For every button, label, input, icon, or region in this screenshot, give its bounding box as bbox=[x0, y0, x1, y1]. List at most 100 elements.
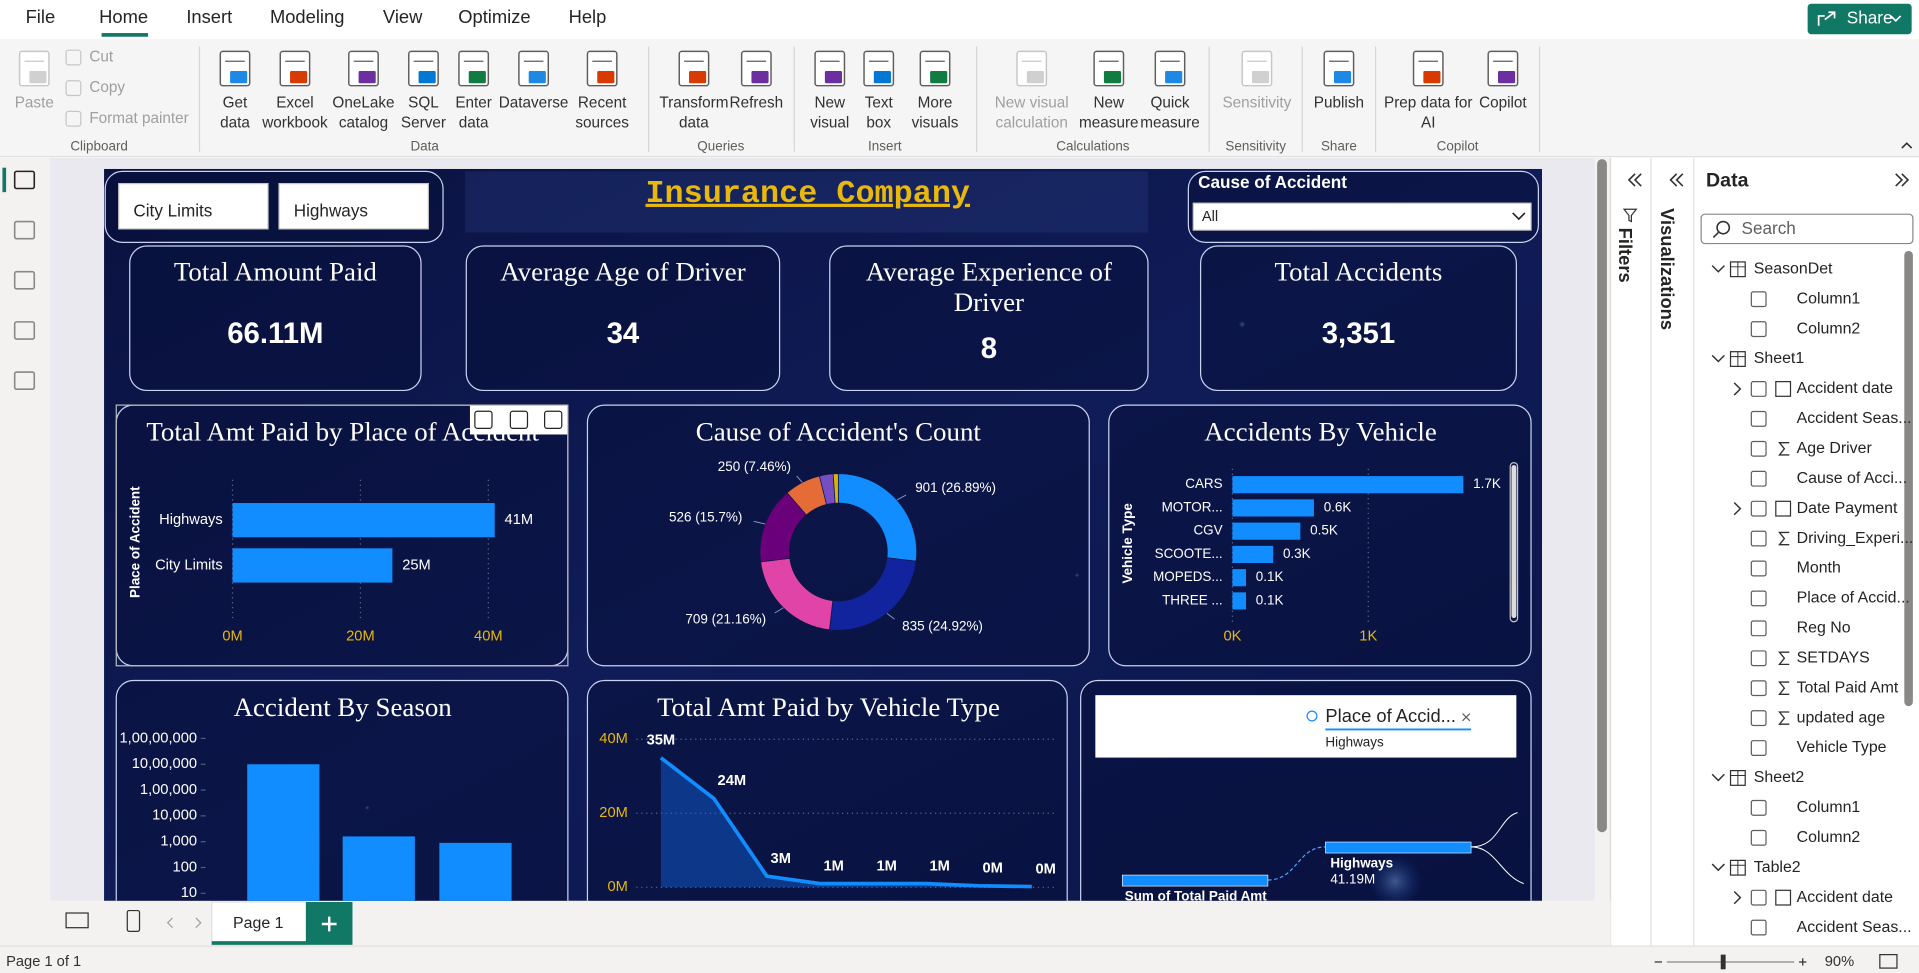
ribbon-button[interactable]: Prep data for AI bbox=[1384, 94, 1473, 131]
search-box[interactable] bbox=[1700, 213, 1914, 245]
field-checkbox[interactable] bbox=[1750, 590, 1767, 607]
field-checkbox[interactable] bbox=[1750, 410, 1767, 427]
field-checkbox[interactable] bbox=[1750, 740, 1767, 756]
zoom-thumb[interactable] bbox=[1720, 954, 1726, 970]
menu-tab[interactable]: Help bbox=[569, 6, 607, 27]
field-name[interactable]: Column2 bbox=[1797, 320, 1861, 337]
table-name[interactable]: Table2 bbox=[1754, 859, 1801, 876]
field-name[interactable]: Driving_Experi... bbox=[1797, 530, 1914, 547]
view-icon[interactable] bbox=[13, 321, 36, 340]
visualizations-pane-title[interactable]: Visualizations bbox=[1657, 208, 1678, 330]
field-checkbox[interactable] bbox=[1750, 620, 1767, 637]
ribbon-button[interactable]: More visuals bbox=[911, 94, 959, 131]
field-name[interactable]: Reg No bbox=[1797, 620, 1851, 637]
collapse-data[interactable] bbox=[1895, 173, 1910, 187]
field-checkbox[interactable] bbox=[1750, 500, 1767, 517]
menu-tab[interactable]: Insert bbox=[186, 6, 232, 27]
field-name[interactable]: Accident Seas... bbox=[1797, 919, 1912, 936]
ribbon-button[interactable]: Text box bbox=[864, 94, 893, 131]
field-checkbox[interactable] bbox=[1750, 650, 1767, 667]
field-name[interactable]: Accident date bbox=[1797, 380, 1894, 397]
field-name[interactable]: SETDAYS bbox=[1797, 649, 1870, 666]
ribbon-button[interactable]: Publish bbox=[1313, 94, 1364, 112]
field-checkbox[interactable] bbox=[1750, 530, 1767, 547]
ribbon-button[interactable]: New measure bbox=[1079, 94, 1139, 131]
field-name[interactable]: Accident Seas... bbox=[1797, 410, 1912, 427]
ribbon-button[interactable]: OneLake catalog bbox=[332, 94, 395, 131]
fit-page[interactable] bbox=[1879, 954, 1898, 969]
zoom-in[interactable] bbox=[1799, 958, 1807, 966]
field-name[interactable]: Total Paid Amt bbox=[1797, 679, 1899, 696]
slicer-button[interactable] bbox=[118, 182, 269, 230]
dropdown-box[interactable] bbox=[1192, 202, 1532, 231]
ribbon-button[interactable]: Paste bbox=[14, 94, 54, 112]
field-checkbox[interactable] bbox=[1750, 291, 1767, 308]
expand-chevron[interactable] bbox=[1711, 773, 1725, 782]
field-checkbox[interactable] bbox=[1750, 680, 1767, 697]
ribbon-button[interactable]: SQL Server bbox=[400, 94, 446, 131]
view-icon[interactable] bbox=[13, 220, 36, 240]
ribbon-button[interactable]: Copilot bbox=[1479, 94, 1527, 112]
collapse-visualizations[interactable] bbox=[1669, 173, 1684, 187]
field-checkbox[interactable] bbox=[1750, 889, 1767, 906]
table-name[interactable]: Sheet2 bbox=[1754, 769, 1805, 786]
expand-chevron[interactable] bbox=[1733, 891, 1742, 905]
field-name[interactable]: Month bbox=[1797, 560, 1841, 577]
canvas-scrollbar-thumb[interactable] bbox=[1597, 159, 1607, 833]
ribbon-button[interactable]: Dataverse bbox=[498, 94, 569, 112]
page-nav[interactable] bbox=[166, 917, 202, 929]
data-scrollbar[interactable] bbox=[1904, 250, 1913, 707]
menu-tab[interactable]: File bbox=[26, 6, 56, 27]
field-checkbox[interactable] bbox=[1750, 799, 1767, 816]
ribbon-small-button[interactable]: Format painter bbox=[89, 110, 188, 127]
mobile-view-icon[interactable] bbox=[126, 909, 141, 932]
field-checkbox[interactable] bbox=[1750, 710, 1767, 727]
ribbon-button[interactable]: New visual bbox=[810, 94, 850, 131]
menu-tab[interactable]: View bbox=[383, 6, 423, 27]
field-checkbox[interactable] bbox=[1750, 919, 1767, 936]
expand-chevron[interactable] bbox=[1711, 863, 1725, 872]
ribbon-button[interactable]: Transform data bbox=[659, 94, 729, 131]
ribbon-small-button[interactable]: Cut bbox=[89, 49, 114, 66]
visual-header-icon[interactable] bbox=[509, 410, 529, 429]
slicer-button[interactable] bbox=[278, 182, 429, 230]
field-name[interactable]: updated age bbox=[1797, 709, 1886, 726]
expand-chevron[interactable] bbox=[1711, 354, 1725, 363]
field-checkbox[interactable] bbox=[1750, 470, 1767, 487]
field-name[interactable]: Vehicle Type bbox=[1797, 739, 1887, 756]
ribbon-collapse[interactable] bbox=[1901, 142, 1913, 149]
visual-header-icon[interactable] bbox=[474, 410, 493, 429]
field-name[interactable]: Column2 bbox=[1797, 829, 1861, 846]
ribbon-button[interactable]: Recent sources bbox=[575, 94, 629, 131]
share-button[interactable] bbox=[1807, 3, 1912, 35]
field-checkbox[interactable] bbox=[1750, 381, 1767, 397]
visual-scrollbar-thumb[interactable] bbox=[1511, 465, 1517, 619]
ribbon-button[interactable]: New visual calculation bbox=[994, 94, 1069, 131]
ribbon-button[interactable]: Sensitivity bbox=[1222, 94, 1292, 112]
filters-pane-title[interactable]: Filters bbox=[1615, 228, 1636, 283]
view-icon[interactable] bbox=[13, 270, 36, 290]
field-name[interactable]: Column1 bbox=[1797, 290, 1861, 307]
visual-header-icon[interactable] bbox=[544, 410, 563, 429]
field-name[interactable]: Age Driver bbox=[1797, 440, 1873, 457]
expand-chevron[interactable] bbox=[1733, 382, 1742, 396]
expand-chevron[interactable] bbox=[1733, 502, 1742, 516]
remove-icon[interactable] bbox=[1462, 713, 1471, 722]
menu-tab[interactable]: Modeling bbox=[270, 6, 344, 27]
expand-chevron[interactable] bbox=[1711, 265, 1725, 273]
field-name[interactable]: Column1 bbox=[1797, 799, 1861, 816]
field-checkbox[interactable] bbox=[1750, 440, 1767, 457]
table-name[interactable]: SeasonDet bbox=[1754, 260, 1833, 277]
ribbon-small-button[interactable]: Copy bbox=[89, 79, 125, 96]
view-icon[interactable] bbox=[13, 170, 36, 190]
ribbon-button[interactable]: Refresh bbox=[729, 94, 784, 112]
field-name[interactable]: Place of Accid... bbox=[1797, 590, 1910, 607]
collapse-filters[interactable] bbox=[1627, 173, 1642, 187]
field-checkbox[interactable] bbox=[1750, 560, 1767, 577]
view-icon[interactable] bbox=[13, 371, 36, 390]
table-name[interactable]: Sheet1 bbox=[1754, 350, 1805, 367]
menu-tab[interactable]: Home bbox=[99, 6, 148, 27]
field-name[interactable]: Cause of Acci... bbox=[1797, 470, 1908, 487]
page-tab[interactable] bbox=[211, 901, 307, 946]
desktop-view-icon[interactable] bbox=[65, 912, 89, 929]
